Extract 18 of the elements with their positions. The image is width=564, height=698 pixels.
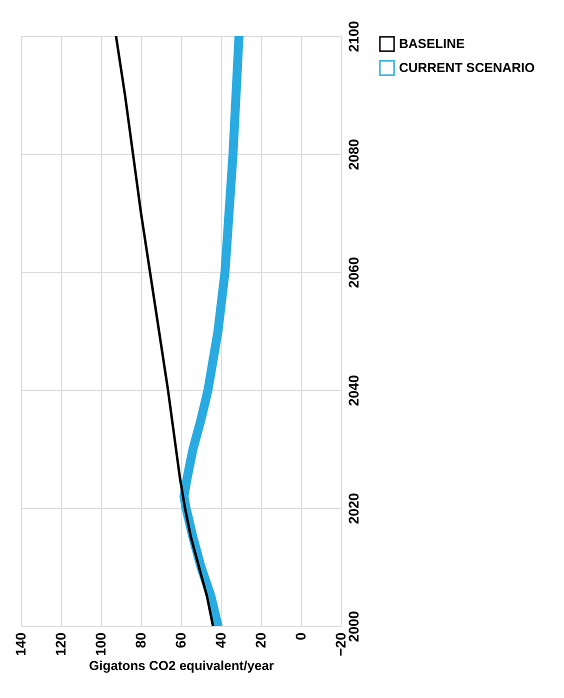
y-tick-label: 2020 xyxy=(346,492,362,524)
x-tick-label: 20 xyxy=(252,632,268,648)
x-tick-label: −20 xyxy=(332,632,348,656)
x-axis-title: Gigatons CO2 equivalent/year xyxy=(89,658,274,674)
y-tick-label: 2000 xyxy=(346,610,362,642)
legend-label: CURRENT SCENARIO xyxy=(399,60,535,75)
x-tick-label: 40 xyxy=(212,632,228,648)
y-tick-label: 2060 xyxy=(346,256,362,288)
legend-label: BASELINE xyxy=(399,36,466,51)
x-tick-label: 100 xyxy=(92,632,108,656)
y-tick-label: 2040 xyxy=(346,374,362,406)
y-tick-label: 2100 xyxy=(346,20,362,52)
x-tick-label: 120 xyxy=(52,632,68,656)
y-tick-label: 2080 xyxy=(346,138,362,170)
x-tick-label: 0 xyxy=(292,632,308,640)
x-tick-label: 60 xyxy=(172,632,188,648)
x-tick-label: 140 xyxy=(12,632,28,656)
x-tick-label: 80 xyxy=(132,632,148,648)
